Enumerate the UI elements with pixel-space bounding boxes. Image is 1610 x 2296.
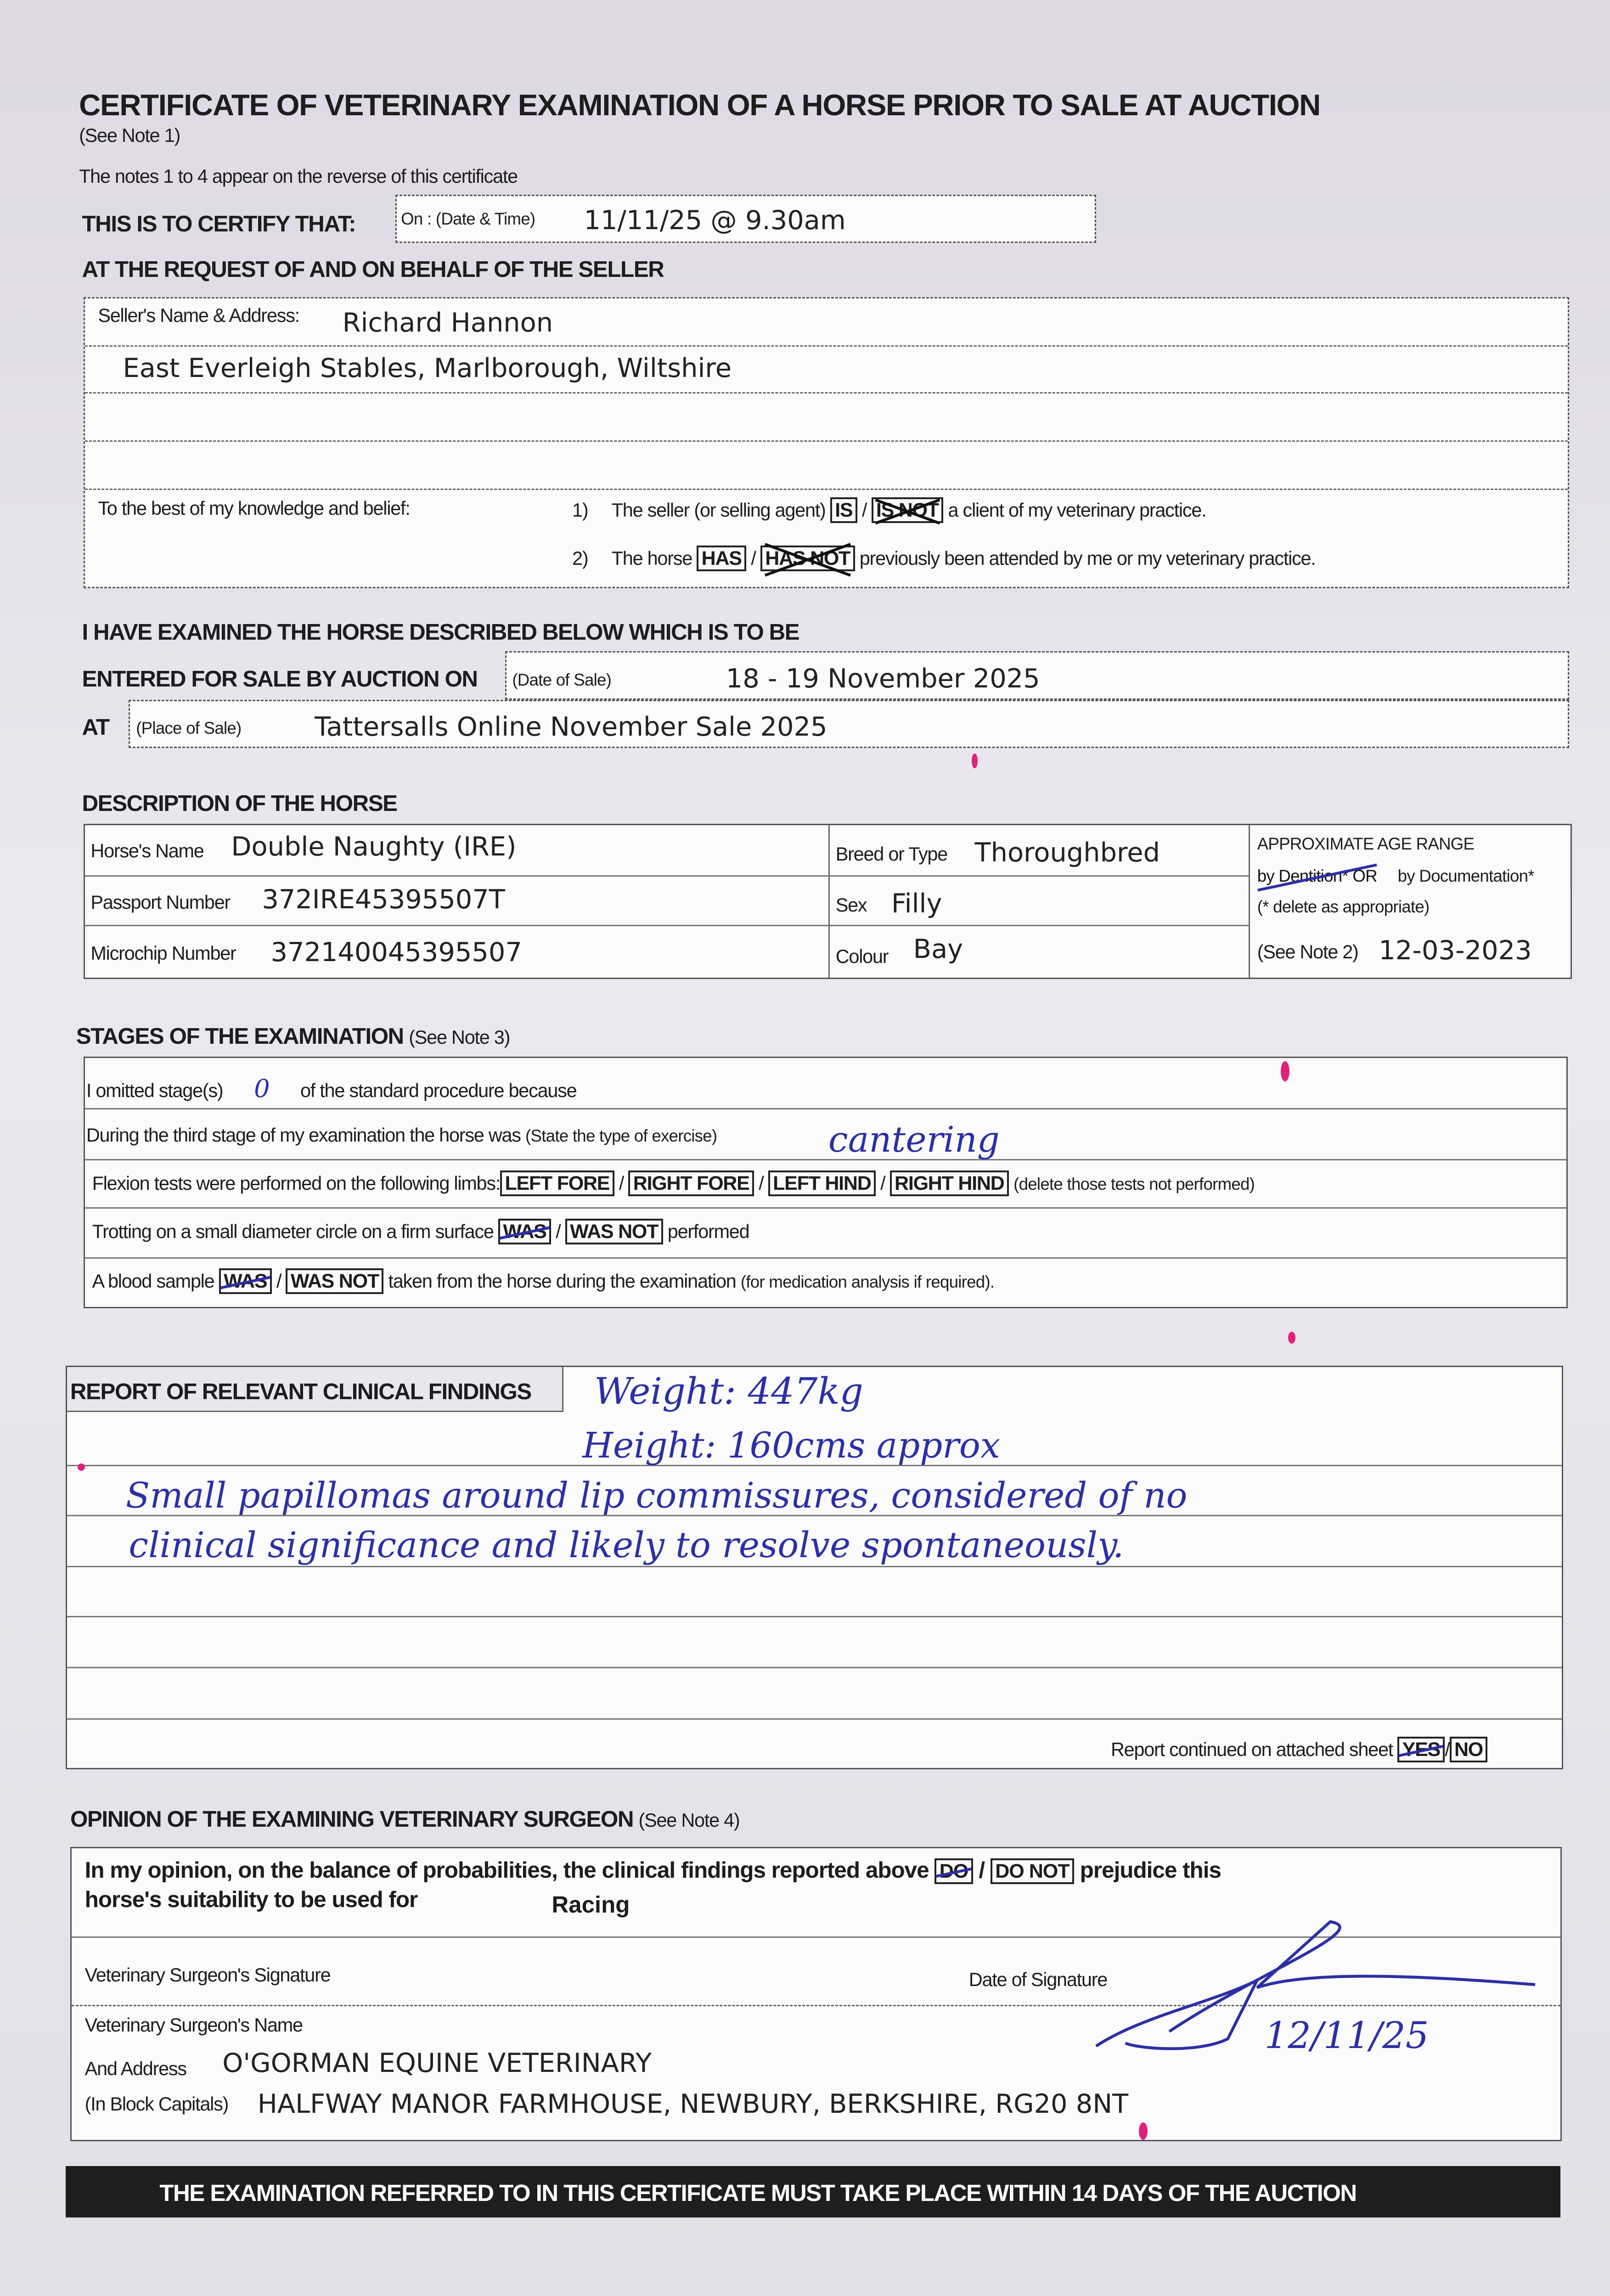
report-continued-row: Report continued on attached sheet YES / N… [1111,1737,1488,1763]
knowledge-label: To the best of my knowledge and belief: [98,497,410,519]
exercise-type-value[interactable]: cantering [828,1120,1000,1161]
sale-place-value: Tattersalls Online November Sale 2025 [315,711,828,742]
is-option[interactable]: IS [830,497,857,523]
report-line-3: Small papillomas around lip commissures,… [125,1475,1188,1516]
horse-name-label: Horse's Name [90,840,204,862]
omitted-stage-value[interactable]: 0 [254,1074,270,1103]
opinion-do-deleted[interactable]: DO [934,1858,973,1885]
has-not-option-deleted[interactable]: HAS NOT [760,545,855,571]
is-not-option-deleted[interactable]: IS NOT [871,497,944,523]
age-delete-note: (* delete as appropriate) [1257,897,1430,916]
at-label: AT [82,715,110,740]
report-line-4: clinical significance and likely to reso… [129,1525,1124,1566]
report-line-weight: Weight: 447kg [594,1370,863,1413]
opinion-text-line2: horse's suitability to be used for [84,1887,418,1913]
knowledge-item-2: 2) The horse HAS / HAS NOT previously be… [572,545,1316,571]
microchip-value[interactable]: 372140045395507 [270,936,522,968]
vet-signature [1095,1920,1536,2050]
description-heading: DESCRIPTION OF THE HORSE [82,791,398,816]
description-table: Horse's Name Double Naughty (IRE) Passpo… [83,824,1572,979]
age-by-documentation: by Documentation* [1397,866,1535,885]
signature-label: Veterinary Surgeon's Signature [84,1964,331,1986]
examined-heading: I HAVE EXAMINED THE HORSE DESCRIBED BELO… [82,619,799,645]
trot-was-not[interactable]: WAS NOT [565,1219,663,1244]
passport-value[interactable]: 372IRE45395507T [262,884,505,915]
ink-stain [1288,1332,1295,1344]
microchip-label: Microchip Number [90,942,236,964]
sex-value[interactable]: Filly [891,888,942,919]
horse-name-value[interactable]: Double Naughty (IRE) [231,831,517,862]
opinion-heading: OPINION OF THE EXAMINING VETERINARY SURG… [70,1806,740,1832]
sex-label: Sex [835,894,867,916]
age-heading: APPROXIMATE AGE RANGE [1257,834,1475,853]
sale-place-field[interactable]: (Place of Sale) Tattersalls Online Novem… [129,699,1569,748]
blood-was-not[interactable]: WAS NOT [286,1268,384,1294]
has-option[interactable]: HAS [697,545,747,571]
limb-right-fore[interactable]: RIGHT FORE [628,1170,754,1196]
date-of-signature-label: Date of Signature [968,1968,1108,1990]
date-of-signature-value[interactable]: 12/11/25 [1264,2014,1429,2057]
see-note-1: (See Note 1) [79,124,180,146]
opinion-box: In my opinion, on the balance of probabi… [70,1847,1562,2141]
seller-name[interactable]: Richard Hannon [342,307,553,338]
blood-was-deleted[interactable]: WAS [219,1268,272,1294]
vet-address-label: And Address [84,2058,187,2080]
certify-date-field[interactable]: On : (Date & Time) 11/11/25 @ 9.30am [395,194,1097,243]
trot-was-deleted[interactable]: WAS [498,1219,551,1244]
ink-stain [972,754,978,769]
ink-stain [1280,1061,1289,1082]
footer-banner: THE EXAMINATION REFERRED TO IN THIS CERT… [66,2166,1560,2217]
practice-name[interactable]: O'GORMAN EQUINE VETERINARY [222,2047,652,2078]
report-line-height: Height: 160cms approx [582,1425,1000,1467]
limb-right-hind[interactable]: RIGHT HIND [889,1170,1009,1196]
ink-stain [77,1463,85,1471]
continued-yes-deleted[interactable]: YES [1397,1737,1445,1763]
colour-value[interactable]: Bay [913,934,963,965]
breed-label: Breed or Type [835,843,948,865]
seller-address[interactable]: East Everleigh Stables, Marlborough, Wil… [123,352,732,383]
age-value[interactable]: 12-03-2023 [1379,935,1532,966]
breed-value[interactable]: Thoroughbred [974,837,1160,868]
certify-date-value: 11/11/25 @ 9.30am [584,205,846,236]
limb-left-hind[interactable]: LEFT HIND [768,1170,876,1196]
trotting-row: Trotting on a small diameter circle on a… [92,1219,750,1244]
sale-place-label: (Place of Sale) [136,718,242,737]
stages-heading: STAGES OF THE EXAMINATION (See Note 3) [76,1023,511,1049]
knowledge-item-1: 1) The seller (or selling agent) IS / IS… [572,497,1207,523]
passport-label: Passport Number [90,891,231,913]
flexion-row: Flexion tests were performed on the foll… [92,1170,1255,1196]
vet-name-label: Veterinary Surgeon's Name [84,2014,303,2036]
seller-label: Seller's Name & Address: [98,304,300,326]
stages-table: I omitted stage(s) 0 of the standard pro… [83,1057,1568,1309]
entered-label: ENTERED FOR SALE BY AUCTION ON [82,666,478,692]
report-box[interactable]: REPORT OF RELEVANT CLINICAL FINDINGS Wei… [66,1365,1564,1770]
intended-use-value[interactable]: Racing [552,1891,630,1918]
opinion-text: In my opinion, on the balance of probabi… [85,1857,1222,1885]
sale-date-field[interactable]: (Date of Sale) 18 - 19 November 2025 [505,651,1569,700]
blood-sample-row: A blood sample WAS / WAS NOT taken from … [92,1268,995,1294]
notes-line: The notes 1 to 4 appear on the reverse o… [79,165,518,187]
limb-left-fore[interactable]: LEFT FORE [500,1170,614,1196]
age-by-dentition-deleted: by Dentition* OR [1257,866,1378,885]
document-title: CERTIFICATE OF VETERINARY EXAMINATION OF… [79,88,1321,122]
sale-date-label: (Date of Sale) [512,670,612,689]
age-see-note-2: (See Note 2) [1257,941,1359,963]
opinion-do-not[interactable]: DO NOT [990,1858,1074,1885]
certify-field-label: On : (Date & Time) [401,209,535,228]
third-stage-row: During the third stage of my examination… [86,1124,717,1146]
certify-label: THIS IS TO CERTIFY THAT: [82,211,356,236]
report-heading: REPORT OF RELEVANT CLINICAL FINDINGS [70,1379,532,1405]
ink-stain [1138,2122,1148,2140]
colour-label: Colour [835,945,889,967]
request-heading: AT THE REQUEST OF AND ON BEHALF OF THE S… [82,256,664,282]
continued-no[interactable]: NO [1449,1737,1488,1763]
omitted-stages-row: I omitted stage(s) 0 of the standard pro… [86,1074,577,1103]
practice-address[interactable]: HALFWAY MANOR FARMHOUSE, NEWBURY, BERKSH… [257,2088,1129,2120]
seller-box: Seller's Name & Address: Richard Hannon … [83,297,1569,589]
sale-date-value: 18 - 19 November 2025 [726,663,1040,694]
footer-text: THE EXAMINATION REFERRED TO IN THIS CERT… [159,2179,1357,2206]
block-capitals-label: (In Block Capitals) [84,2093,229,2115]
